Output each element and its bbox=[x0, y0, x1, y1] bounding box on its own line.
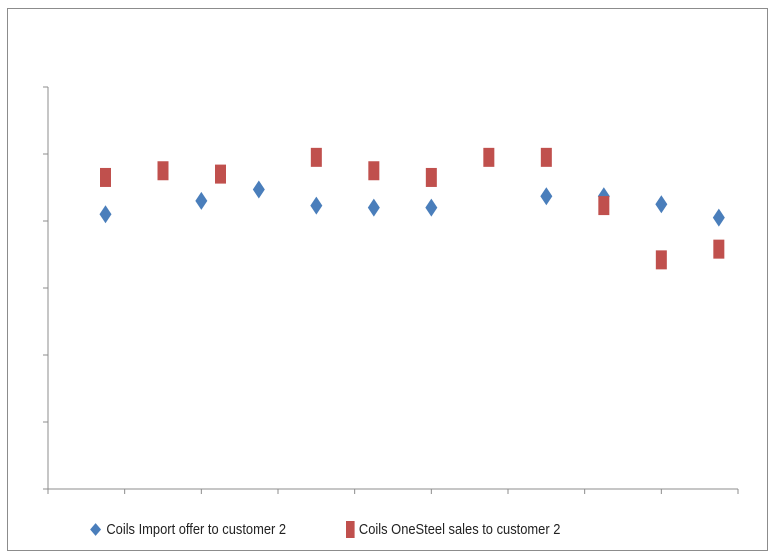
onesteel-square-point bbox=[310, 147, 322, 167]
onesteel-square-point bbox=[540, 147, 552, 167]
import-diamond-point bbox=[367, 198, 380, 217]
onesteel-square-point bbox=[215, 164, 226, 184]
axes bbox=[43, 86, 739, 494]
legend-item-onesteel: Coils OneSteel sales to customer 2 bbox=[346, 521, 560, 538]
onesteel-square-point bbox=[425, 167, 437, 187]
onesteel-square-point bbox=[157, 161, 169, 181]
data-marks bbox=[99, 147, 725, 270]
onesteel-square-point bbox=[598, 196, 610, 216]
import-diamond-point bbox=[252, 180, 265, 199]
import-diamond-point bbox=[310, 196, 323, 215]
legend-label-import: Coils Import offer to customer 2 bbox=[106, 521, 287, 538]
legend-item-import: Coils Import offer to customer 2 bbox=[90, 521, 286, 538]
onesteel-square-point bbox=[713, 239, 725, 259]
chart-frame bbox=[7, 8, 768, 551]
onesteel-square-point bbox=[655, 250, 667, 270]
onesteel-square-point bbox=[368, 161, 380, 181]
import-diamond-point bbox=[99, 205, 112, 224]
import-diamond-point bbox=[712, 208, 725, 227]
onesteel-square-point bbox=[483, 147, 495, 167]
import-diamond-point bbox=[655, 195, 668, 214]
import-diamond-point bbox=[540, 187, 553, 206]
import-diamond-point bbox=[195, 191, 208, 210]
legend-square-marker bbox=[346, 521, 355, 538]
legend-label-onesteel: Coils OneSteel sales to customer 2 bbox=[358, 521, 561, 538]
import-diamond-point bbox=[425, 198, 438, 217]
onesteel-square-point bbox=[100, 167, 111, 187]
legend-diamond-marker bbox=[90, 523, 102, 536]
